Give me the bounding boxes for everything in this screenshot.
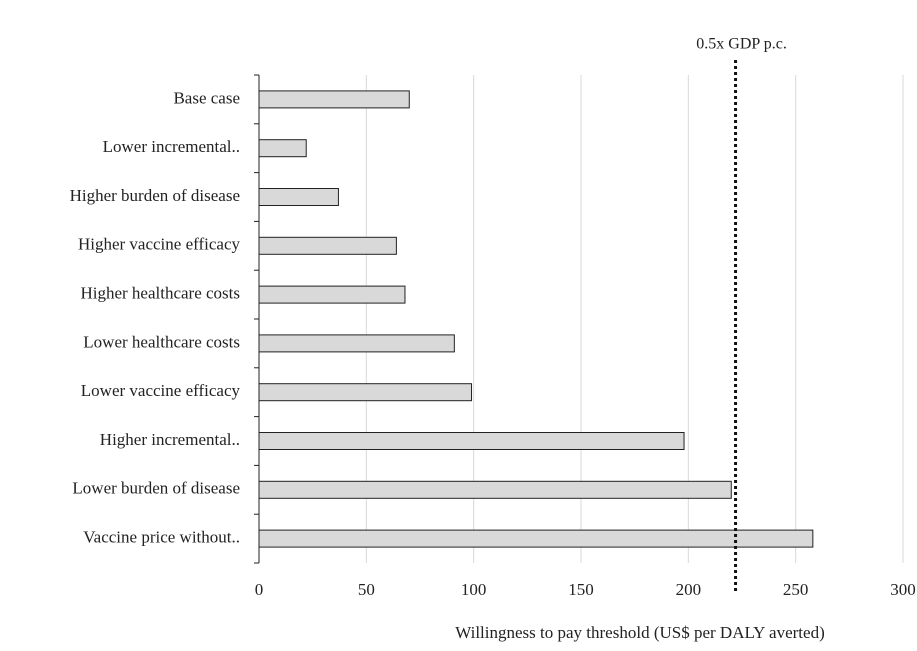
y-tick-label: Lower healthcare costs [83, 332, 240, 351]
y-tick-label: Higher incremental.. [100, 430, 240, 449]
y-tick-label: Vaccine price without.. [83, 528, 240, 547]
bar [258, 480, 732, 499]
x-tick-label: 100 [461, 580, 487, 599]
y-tick-label: Base case [173, 88, 240, 107]
bar [258, 236, 397, 255]
bar [258, 139, 307, 158]
x-axis-title: Willingness to pay threshold (US$ per DA… [455, 623, 824, 642]
bar [258, 383, 473, 402]
y-tick-label: Lower burden of disease [72, 479, 240, 498]
x-tick-label: 300 [890, 580, 916, 599]
bar [258, 188, 339, 206]
bar [258, 334, 455, 353]
y-tick-label: Lower vaccine efficacy [81, 381, 241, 400]
bar [258, 90, 410, 109]
x-tick-label: 200 [676, 580, 702, 599]
y-tick-label: Higher burden of disease [70, 186, 240, 205]
y-tick-label: Higher vaccine efficacy [78, 235, 241, 254]
x-tick-label: 50 [358, 580, 375, 599]
y-tick-label: Lower incremental.. [103, 137, 240, 156]
y-tick-label: Higher healthcare costs [80, 284, 240, 303]
reference-label: 0.5x GDP p.c. [696, 36, 787, 53]
bar [258, 529, 814, 548]
bar [258, 432, 685, 450]
x-tick-label: 0 [255, 580, 264, 599]
bar [258, 285, 406, 304]
x-tick-label: 250 [783, 580, 809, 599]
x-tick-label: 150 [568, 580, 594, 599]
